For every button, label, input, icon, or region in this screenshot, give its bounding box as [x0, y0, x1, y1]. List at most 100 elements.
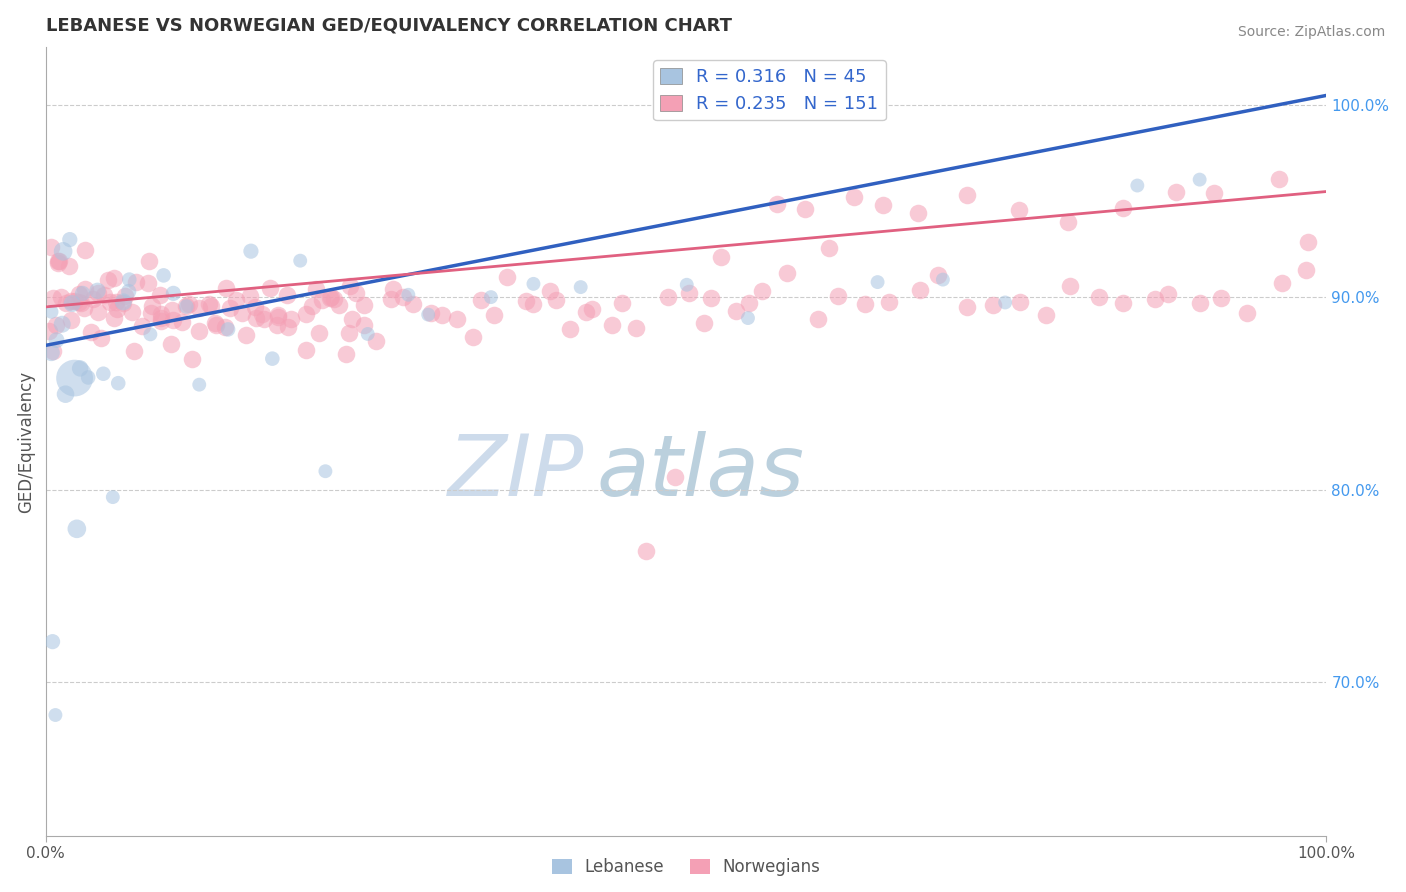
Point — [318, 291, 340, 305]
Point — [610, 295, 633, 310]
Point — [204, 316, 226, 330]
Point — [49, 290, 72, 304]
Point — [44, 708, 66, 723]
Point — [73, 301, 96, 315]
Point — [1144, 293, 1167, 307]
Point — [177, 297, 200, 311]
Point — [73, 243, 96, 257]
Point — [91, 367, 114, 381]
Point — [231, 306, 253, 320]
Point — [45, 318, 67, 332]
Point — [1059, 278, 1081, 293]
Point — [290, 253, 312, 268]
Point — [101, 490, 124, 504]
Point — [738, 296, 761, 310]
Point — [152, 268, 174, 283]
Point — [794, 202, 817, 217]
Point — [981, 298, 1004, 312]
Point — [52, 244, 75, 259]
Point — [58, 260, 80, 274]
Point — [63, 293, 86, 308]
Point — [219, 301, 242, 315]
Point — [67, 287, 90, 301]
Point — [139, 306, 162, 320]
Point — [86, 284, 108, 298]
Point — [418, 308, 440, 322]
Point — [162, 286, 184, 301]
Point — [664, 470, 686, 484]
Text: Source: ZipAtlas.com: Source: ZipAtlas.com — [1237, 25, 1385, 39]
Point — [725, 304, 748, 318]
Point — [558, 322, 581, 336]
Point — [710, 250, 733, 264]
Point — [569, 280, 592, 294]
Point — [301, 299, 323, 313]
Point — [314, 464, 336, 478]
Point — [149, 288, 172, 302]
Point — [72, 286, 94, 301]
Point — [335, 347, 357, 361]
Point — [817, 241, 839, 255]
Point — [344, 286, 367, 301]
Point — [295, 308, 318, 322]
Point — [188, 377, 211, 392]
Point — [66, 522, 89, 536]
Legend: Lebanese, Norwegians: Lebanese, Norwegians — [546, 851, 827, 882]
Point — [59, 233, 82, 247]
Point — [879, 294, 901, 309]
Point — [138, 276, 160, 290]
Point — [446, 312, 468, 326]
Point — [392, 290, 415, 304]
Point — [366, 334, 388, 348]
Point — [75, 282, 97, 296]
Point — [107, 376, 129, 391]
Point — [1236, 306, 1258, 320]
Point — [259, 281, 281, 295]
Point — [103, 270, 125, 285]
Point — [180, 352, 202, 367]
Point — [342, 312, 364, 326]
Point — [470, 293, 492, 308]
Point — [575, 305, 598, 319]
Point — [319, 290, 342, 304]
Point — [217, 322, 239, 336]
Point — [139, 327, 162, 342]
Point — [515, 293, 537, 308]
Point — [60, 296, 83, 310]
Point — [1209, 292, 1232, 306]
Point — [93, 288, 115, 302]
Point — [636, 544, 658, 558]
Point — [162, 313, 184, 327]
Point — [60, 293, 83, 308]
Point — [60, 313, 83, 327]
Point — [176, 300, 198, 314]
Point — [827, 289, 849, 303]
Text: LEBANESE VS NORWEGIAN GED/EQUIVALENCY CORRELATION CHART: LEBANESE VS NORWEGIAN GED/EQUIVALENCY CO… — [46, 17, 731, 35]
Point — [657, 289, 679, 303]
Point — [693, 316, 716, 330]
Point — [97, 273, 120, 287]
Point — [402, 297, 425, 311]
Point — [1189, 296, 1212, 310]
Point — [82, 293, 104, 307]
Y-axis label: GED/Equivalency: GED/Equivalency — [17, 370, 35, 513]
Point — [51, 317, 73, 331]
Point — [121, 305, 143, 319]
Point — [1088, 289, 1111, 303]
Point — [67, 295, 90, 310]
Point — [122, 343, 145, 358]
Point — [1296, 235, 1319, 250]
Point — [239, 244, 262, 259]
Point — [675, 277, 697, 292]
Point — [866, 275, 889, 289]
Point — [105, 295, 128, 310]
Point — [41, 240, 63, 254]
Point — [63, 371, 86, 385]
Point — [280, 312, 302, 326]
Point — [262, 351, 284, 366]
Point — [174, 299, 197, 313]
Point — [994, 295, 1017, 310]
Point — [305, 282, 328, 296]
Point — [250, 307, 273, 321]
Point — [77, 370, 100, 384]
